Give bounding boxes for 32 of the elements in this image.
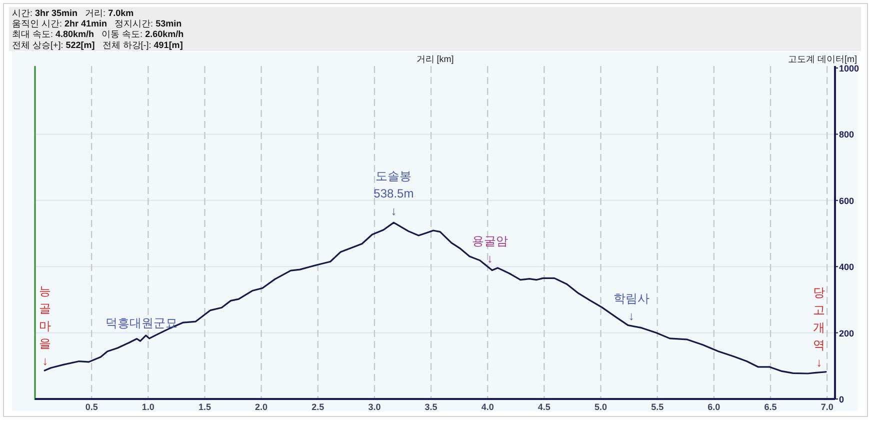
x-tick-label: 5.5 [651, 402, 664, 412]
x-tick-label: 1.5 [198, 402, 211, 412]
x-tick-label: 3.0 [368, 402, 381, 412]
x-tick-label: 1.0 [142, 402, 154, 412]
y-tick-label: 600 [839, 196, 854, 206]
x-tick-label: 6.0 [708, 402, 720, 412]
annotation: 용굴암 ↓ [472, 234, 508, 266]
annotation: 능 골 마 을 ↓ [39, 284, 52, 368]
annotation: 학림사 ↓ [613, 292, 650, 324]
y-tick-label: 200 [839, 328, 854, 338]
x-tick-label: 7.0 [820, 402, 834, 412]
x-tick-label: 0.5 [85, 402, 98, 412]
text: 최대 속도: 4.80km/h 이동 속도: 2.60km/h [12, 29, 184, 40]
x-tick-label: 2.5 [312, 402, 324, 412]
x-tick-label: 5.0 [594, 402, 608, 412]
y-tick-label: 400 [839, 262, 854, 272]
text: 움직인 시간: 2hr 41min 정지시간: 53min [12, 18, 182, 29]
x-tick-label: 3.5 [424, 402, 438, 412]
y-tick-label: 0 [839, 394, 844, 404]
x-axis-title: 거리 [km] [416, 54, 454, 64]
y-tick-label: 800 [839, 130, 854, 140]
annotation: 당 고 개 역 ↓ [813, 286, 826, 370]
annotation: 덕흥대원군묘 [105, 316, 178, 330]
x-tick-label: 2.0 [255, 402, 268, 412]
x-tick-label: 6.5 [764, 402, 777, 412]
text: 전체 상승[+]: 522[m] 전체 하강[-]: 491[m] [12, 40, 183, 50]
text: 시간: 3hr 35min 거리: 7.0km [12, 8, 134, 18]
annotation: 도솔봉 538.5m ↓ [374, 168, 414, 218]
x-tick-label: 4.0 [481, 402, 494, 412]
y-axis-title: 고도계 데이터[m] [788, 54, 857, 64]
x-tick-label: 4.5 [538, 402, 550, 412]
y-tick-label: 1000 [839, 64, 860, 74]
